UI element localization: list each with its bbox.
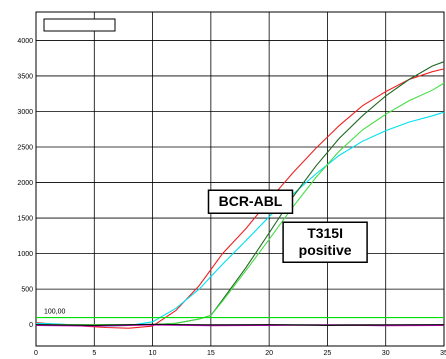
series-line-1 [35, 68, 445, 329]
x-tick-label: 5 [92, 350, 96, 357]
threshold-group: 100,00 [36, 309, 444, 319]
legend-box [43, 18, 116, 32]
series-line-6 [35, 323, 445, 326]
y-tick-label: 3500 [17, 73, 33, 80]
threshold-label: 100,00 [44, 309, 66, 316]
plot-frame [35, 11, 445, 347]
annotation-box-1 [207, 189, 294, 214]
y-tick-label: 4000 [17, 38, 33, 45]
annotation-text-1: BCR-ABL [219, 193, 283, 209]
y-tick-label: 0 [29, 322, 33, 329]
y-tick-label: 3000 [17, 109, 33, 116]
y-tick-label: 1500 [17, 216, 33, 223]
plot-grid [35, 11, 445, 347]
y-tick-label: 500 [21, 287, 33, 294]
x-tick-label: 35 [440, 350, 446, 357]
x-tick-label: 0 [34, 350, 38, 357]
axis-ticks: 0 5 10 15 20 25 30 35 0 500 1000 1500 2000 2500 3000 35… [17, 38, 446, 357]
y-tick-label: 2000 [17, 180, 33, 187]
x-tick-label: 20 [265, 350, 273, 357]
x-tick-label: 15 [207, 350, 215, 357]
x-tick-label: 10 [149, 350, 157, 357]
y-tick-label: 1000 [17, 251, 33, 258]
annotation-text-2: T315I [307, 225, 343, 241]
x-tick-label: 25 [324, 350, 332, 357]
annotation-text-2: positive [299, 242, 352, 258]
annotation-box-2 [282, 221, 368, 263]
series-group [35, 61, 445, 329]
x-tick-label: 30 [382, 350, 390, 357]
y-tick-label: 2500 [17, 145, 33, 152]
